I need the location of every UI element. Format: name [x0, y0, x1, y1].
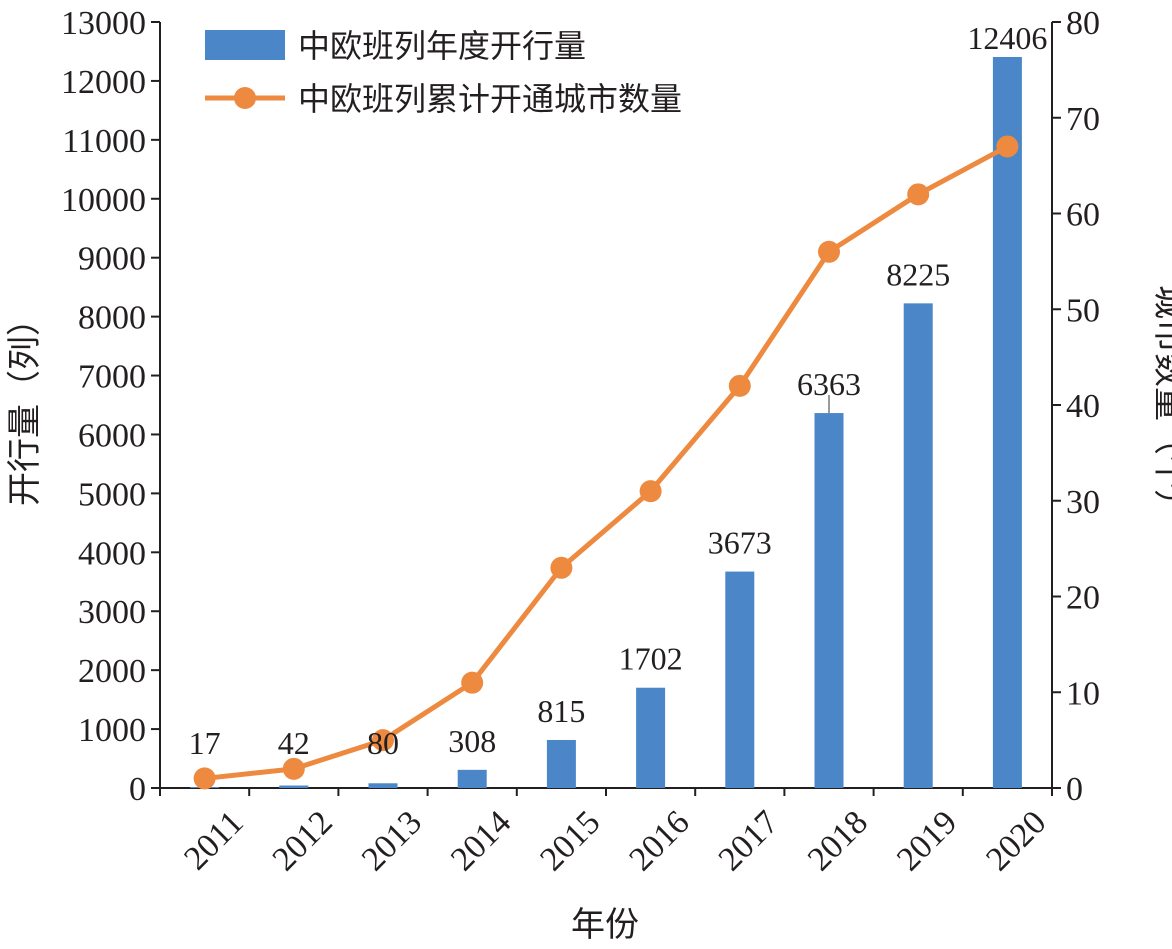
bar-series: [190, 57, 1022, 789]
x-tick-label: 2013: [355, 804, 429, 878]
y-tick-label: 8000: [78, 300, 146, 337]
bar: [725, 571, 755, 788]
y-tick-label: 7000: [78, 359, 146, 396]
y2-tick-label: 60: [1066, 197, 1100, 234]
line-point: [193, 767, 216, 790]
bar: [368, 783, 398, 788]
bar-data-label: 1702: [619, 641, 683, 677]
x-axis-title: 年份: [571, 905, 639, 945]
line-point: [907, 183, 930, 206]
legend-swatch-marker: [234, 87, 256, 109]
y-tick-label: 10000: [61, 182, 146, 219]
bar-data-label: 12406: [967, 20, 1047, 56]
line-point: [639, 480, 662, 503]
x-tick-label: 2019: [890, 804, 964, 878]
bar-data-label: 80: [367, 725, 399, 761]
y-tick-label: 11000: [62, 123, 146, 160]
x-tick-label: 2016: [622, 804, 696, 878]
line-point: [996, 135, 1019, 158]
line-series: [193, 135, 1019, 790]
bar-data-label: 308: [448, 723, 496, 759]
bar: [279, 785, 309, 788]
y-tick-label: 0: [129, 771, 146, 808]
y2-tick-label: 50: [1066, 292, 1100, 329]
line-point: [818, 240, 840, 263]
y2-tick-label: 0: [1066, 771, 1083, 808]
line-path: [204, 144, 1009, 781]
y-tick-label: 13000: [61, 5, 146, 42]
x-tick-label: 2017: [712, 804, 786, 878]
y-tick-label: 5000: [78, 476, 146, 513]
line-point: [372, 729, 394, 752]
x-tick-label: 2018: [801, 804, 875, 878]
y2-tick-label: 30: [1066, 484, 1100, 521]
bar-data-label: 3673: [708, 525, 772, 561]
x-tick-label: 2012: [266, 804, 340, 878]
y-tick-label: 2000: [78, 653, 146, 690]
bar: [992, 57, 1022, 789]
bar-data-label: 17: [189, 725, 221, 761]
y2-axis-title: 城市数量（个）: [1149, 285, 1172, 523]
line-point: [282, 757, 305, 780]
legend-label-bar: 中欧班列年度开行量: [298, 27, 586, 65]
y2-tick-label: 40: [1066, 388, 1100, 425]
y-tick-label: 4000: [78, 535, 146, 572]
line-point: [728, 374, 751, 397]
bar-data-label: 42: [278, 725, 310, 761]
x-tick-label: 2020: [979, 804, 1053, 878]
bar-data-label: 6363: [797, 366, 861, 402]
bar: [636, 687, 666, 788]
y2-tick-label: 20: [1066, 580, 1100, 617]
y2-tick-label: 80: [1066, 5, 1100, 42]
y2-tick-label: 70: [1066, 101, 1100, 138]
y-tick-label: 9000: [78, 241, 146, 278]
bar: [546, 739, 576, 788]
x-tick-label: 2015: [533, 804, 607, 878]
data-labels: 17 42 80 308 815 1702 3673 6363 8225 12406: [189, 20, 1048, 761]
line-point: [461, 671, 484, 694]
y-tick-label: 3000: [78, 594, 146, 631]
y-tick-label: 1000: [78, 712, 146, 749]
x-tick-label: 2014: [444, 804, 518, 878]
bar-data-label: 8225: [886, 256, 950, 292]
bar-data-label: 815: [537, 693, 585, 729]
x-tick-label: 2011: [177, 804, 250, 877]
legend-swatch-bar: [205, 30, 285, 60]
line-point: [550, 556, 573, 579]
bar: [814, 413, 844, 788]
y-tick-label: 6000: [78, 417, 146, 454]
bar: [903, 303, 933, 788]
y2-tick-label: 10: [1066, 675, 1100, 712]
y-axis-title: 开行量（列）: [5, 302, 45, 506]
y-tick-label: 12000: [61, 64, 146, 101]
legend-label-line: 中欧班列累计开通城市数量: [298, 80, 682, 118]
bar: [457, 769, 487, 788]
